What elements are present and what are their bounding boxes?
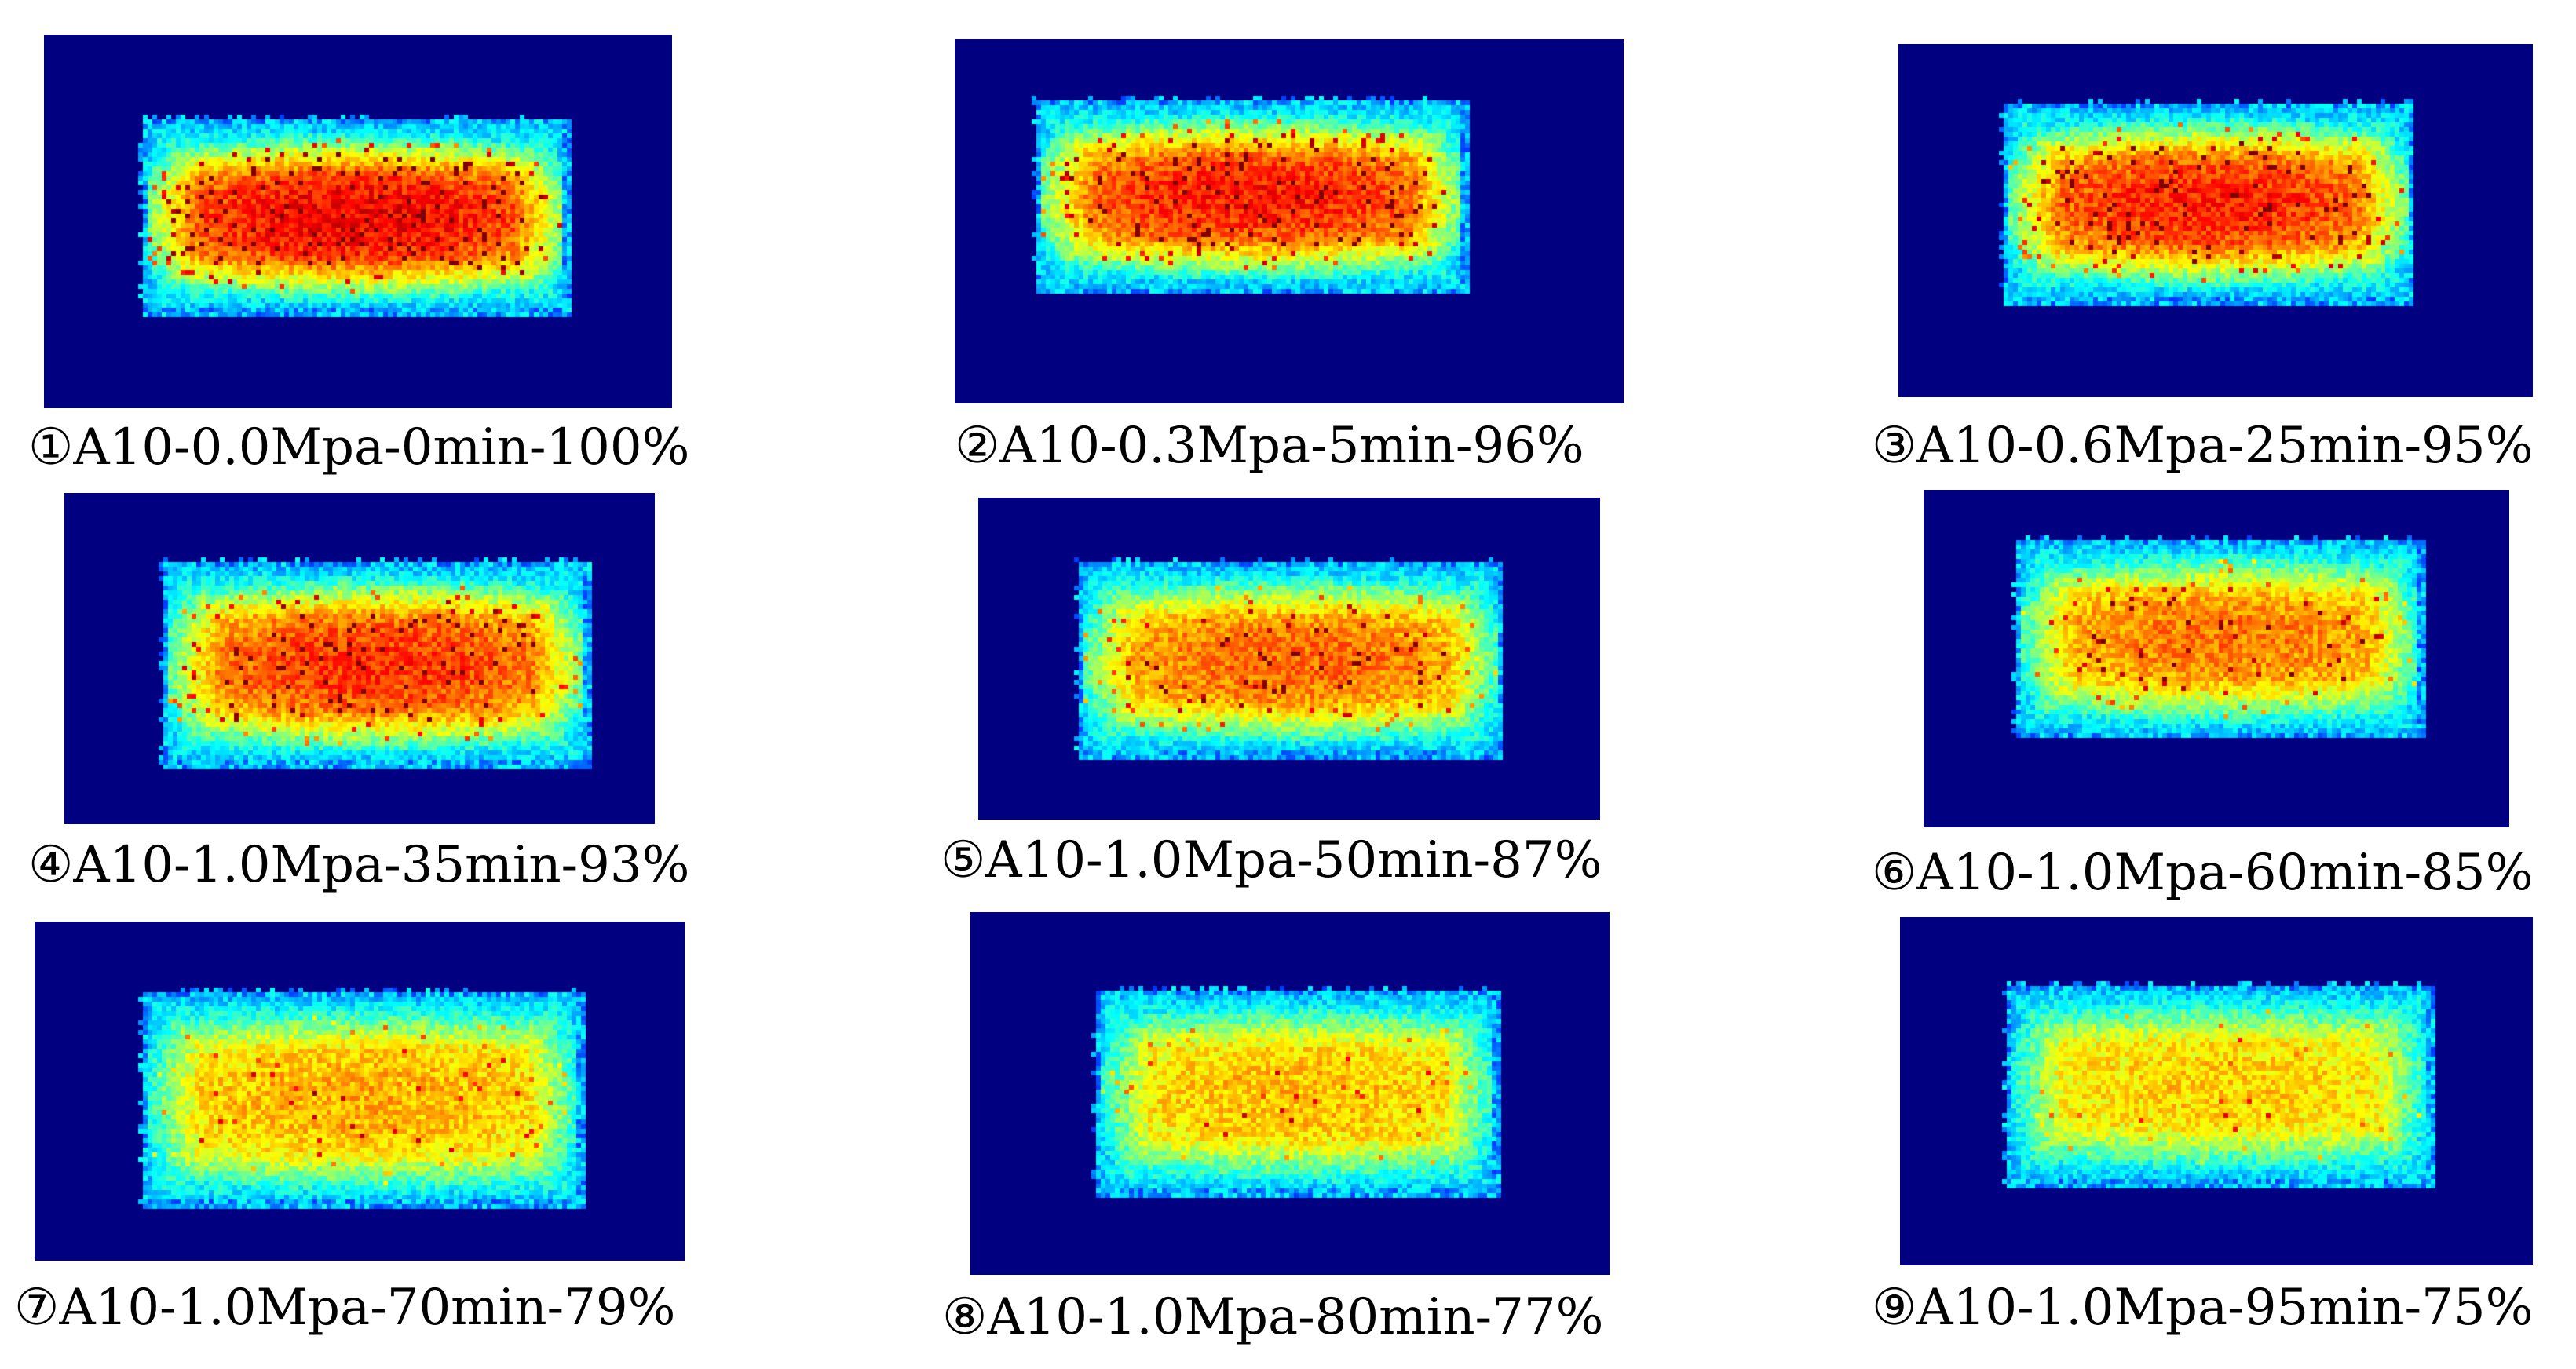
caption-2: ②A10-0.3Mpa-5min-96% xyxy=(955,417,1584,475)
heatmap-image-5 xyxy=(978,498,1600,820)
heatmap-canvas-9 xyxy=(1900,917,2533,1265)
caption-1: ①A10-0.0Mpa-0min-100% xyxy=(28,418,690,476)
heatmap-canvas-3 xyxy=(1898,44,2533,397)
heatmap-image-8 xyxy=(970,912,1610,1275)
caption-4: ④A10-1.0Mpa-35min-93% xyxy=(28,836,690,894)
heatmap-canvas-5 xyxy=(978,498,1600,820)
heatmap-image-1 xyxy=(44,35,672,408)
heatmap-canvas-4 xyxy=(64,493,655,824)
heatmap-canvas-1 xyxy=(44,35,672,408)
heatmap-canvas-2 xyxy=(955,39,1624,403)
caption-7: ⑦A10-1.0Mpa-70min-79% xyxy=(14,1279,676,1337)
caption-5: ⑤A10-1.0Mpa-50min-87% xyxy=(941,831,1602,889)
caption-3: ③A10-0.6Mpa-25min-95% xyxy=(1872,417,2534,475)
heatmap-image-4 xyxy=(64,493,655,824)
heatmap-image-2 xyxy=(955,39,1624,403)
heatmap-image-6 xyxy=(1924,490,2509,827)
caption-6: ⑥A10-1.0Mpa-60min-85% xyxy=(1872,844,2534,902)
heatmap-image-7 xyxy=(35,922,685,1261)
caption-8: ⑧A10-1.0Mpa-80min-77% xyxy=(942,1288,1604,1346)
heatmap-canvas-8 xyxy=(970,912,1610,1275)
heatmap-canvas-7 xyxy=(35,922,685,1261)
heatmap-image-3 xyxy=(1898,44,2533,397)
heatmap-image-9 xyxy=(1900,917,2533,1265)
caption-9: ⑨A10-1.0Mpa-95min-75% xyxy=(1872,1279,2534,1337)
heatmap-canvas-6 xyxy=(1924,490,2509,827)
